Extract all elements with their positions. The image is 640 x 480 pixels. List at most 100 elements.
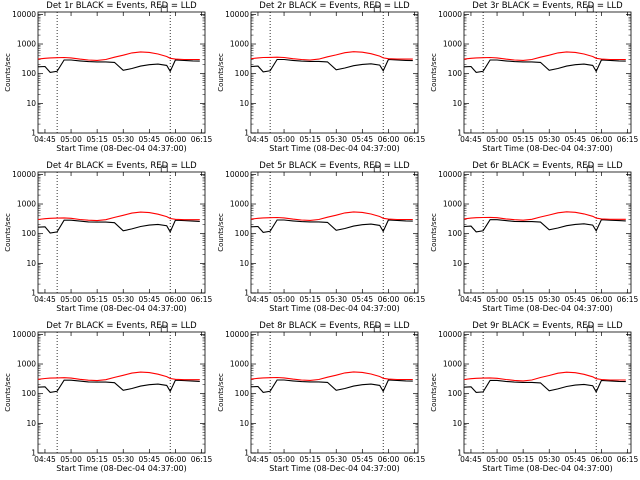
x-tick-label: 05:00	[486, 455, 508, 464]
y-tick-label: 10000	[438, 170, 462, 179]
x-tick-label: 04:45	[247, 295, 269, 304]
x-tick-label: 06:15	[617, 295, 639, 304]
chart-svg: Det 7r BLACK = Events, RED = LLD 1 10 100 10…	[4, 321, 213, 473]
x-tick-label: 05:45	[352, 135, 374, 144]
saa-flag-box	[373, 5, 381, 13]
x-tick-label: 06:00	[591, 135, 613, 144]
x-tick-label: 05:15	[512, 455, 534, 464]
x-axis-label: Start Time (08-Dec-04 04:37:00)	[482, 144, 613, 153]
x-tick-label: 06:15	[404, 135, 426, 144]
x-tick-label: 04:45	[34, 295, 56, 304]
detector-panel-6: Det 6r BLACK = Events, RED = LLD 1 10 100 10…	[426, 160, 639, 320]
x-tick-label: 05:15	[299, 455, 321, 464]
y-tick-label: 1000	[443, 200, 462, 209]
y-tick-label: 1000	[17, 200, 36, 209]
x-tick-label: 05:15	[512, 135, 534, 144]
x-tick-label: 04:45	[247, 135, 269, 144]
y-axis-label: Counts/sec	[430, 53, 438, 92]
x-tick-label: 06:00	[165, 135, 187, 144]
chart-svg: Det 1r BLACK = Events, RED = LLD 1 10 100 10…	[4, 1, 213, 153]
y-axis-label: Counts/sec	[4, 213, 12, 252]
y-axis-label: Counts/sec	[430, 213, 438, 252]
x-tick-label: 05:00	[486, 295, 508, 304]
y-tick-label: 100	[22, 69, 37, 78]
y-axis-label: Counts/sec	[217, 213, 225, 252]
series-line-lld	[37, 51, 200, 61]
y-tick-label: 10	[239, 259, 249, 268]
y-tick-label: 10	[26, 419, 36, 428]
series-line-lld	[250, 211, 413, 221]
y-tick-label: 100	[235, 229, 250, 238]
y-tick-label: 10000	[438, 330, 462, 339]
x-tick-label: 04:45	[247, 455, 269, 464]
x-tick-label: 05:30	[112, 455, 134, 464]
y-tick-label: 1000	[443, 360, 462, 369]
x-tick-label: 05:45	[352, 295, 374, 304]
detector-panel-7: Det 7r BLACK = Events, RED = LLD 1 10 100 10…	[0, 320, 213, 480]
x-tick-label: 05:45	[565, 295, 587, 304]
y-tick-label: 100	[448, 229, 463, 238]
y-tick-label: 1000	[17, 40, 36, 49]
y-tick-label: 10000	[12, 330, 36, 339]
x-tick-label: 05:30	[325, 295, 347, 304]
y-tick-label: 10000	[225, 170, 249, 179]
x-tick-label: 05:30	[325, 455, 347, 464]
x-tick-label: 05:15	[86, 455, 108, 464]
x-tick-label: 06:00	[591, 295, 613, 304]
plot-frame	[250, 171, 419, 294]
x-tick-label: 05:15	[512, 295, 534, 304]
chart-svg: Det 9r BLACK = Events, RED = LLD 1 10 100 10…	[430, 321, 639, 473]
x-tick-label: 05:15	[299, 295, 321, 304]
saa-flag-box	[373, 165, 381, 173]
chart-svg: Det 6r BLACK = Events, RED = LLD 1 10 100 10…	[430, 161, 639, 313]
detector-panel-4: Det 4r BLACK = Events, RED = LLD 1 10 100 10…	[0, 160, 213, 320]
x-tick-label: 06:15	[617, 455, 639, 464]
series-line-lld	[37, 211, 200, 222]
x-tick-label: 05:45	[139, 295, 161, 304]
y-tick-label: 10	[452, 259, 462, 268]
chart-title: Det 8r BLACK = Events, RED = LLD	[259, 321, 410, 331]
detector-panel-3: Det 3r BLACK = Events, RED = LLD 1 10 100 10…	[426, 0, 639, 160]
saa-flag-box	[160, 5, 168, 13]
y-tick-label: 10000	[12, 10, 36, 19]
chart-svg: Det 5r BLACK = Events, RED = LLD 1 10 100 10…	[217, 161, 426, 313]
x-tick-label: 05:00	[486, 135, 508, 144]
plot-frame	[250, 331, 419, 454]
x-axis-label: Start Time (08-Dec-04 04:37:00)	[482, 464, 613, 473]
plot-frame	[37, 331, 206, 454]
series-line-events	[250, 58, 413, 73]
x-tick-label: 05:30	[112, 295, 134, 304]
x-tick-label: 05:00	[60, 295, 82, 304]
y-tick-label: 100	[235, 389, 250, 398]
y-tick-label: 1000	[17, 360, 36, 369]
x-tick-label: 06:15	[404, 455, 426, 464]
y-tick-label: 10000	[225, 330, 249, 339]
y-tick-label: 100	[448, 389, 463, 398]
y-tick-label: 10000	[438, 10, 462, 19]
y-tick-label: 10	[26, 99, 36, 108]
x-tick-label: 06:15	[617, 135, 639, 144]
saa-flag-box	[586, 165, 594, 173]
series-line-lld	[250, 51, 413, 61]
x-tick-label: 04:45	[460, 455, 482, 464]
x-tick-label: 05:00	[273, 135, 295, 144]
y-tick-label: 100	[22, 229, 37, 238]
x-tick-label: 05:45	[565, 455, 587, 464]
chart-title: Det 4r BLACK = Events, RED = LLD	[46, 161, 197, 171]
series-line-events	[463, 219, 626, 233]
y-tick-label: 1	[31, 449, 36, 458]
x-axis-label: Start Time (08-Dec-04 04:37:00)	[482, 304, 613, 313]
saa-flag-box	[586, 325, 594, 333]
x-tick-label: 05:00	[273, 295, 295, 304]
series-line-events	[37, 59, 200, 73]
x-tick-label: 04:45	[460, 135, 482, 144]
chart-title: Det 6r BLACK = Events, RED = LLD	[472, 161, 623, 171]
y-axis-label: Counts/sec	[217, 373, 225, 412]
y-tick-label: 1	[31, 129, 36, 138]
y-tick-label: 1	[457, 289, 462, 298]
x-tick-label: 05:00	[273, 455, 295, 464]
series-line-events	[37, 379, 200, 393]
y-tick-label: 1	[244, 289, 249, 298]
x-axis-label: Start Time (08-Dec-04 04:37:00)	[269, 304, 400, 313]
